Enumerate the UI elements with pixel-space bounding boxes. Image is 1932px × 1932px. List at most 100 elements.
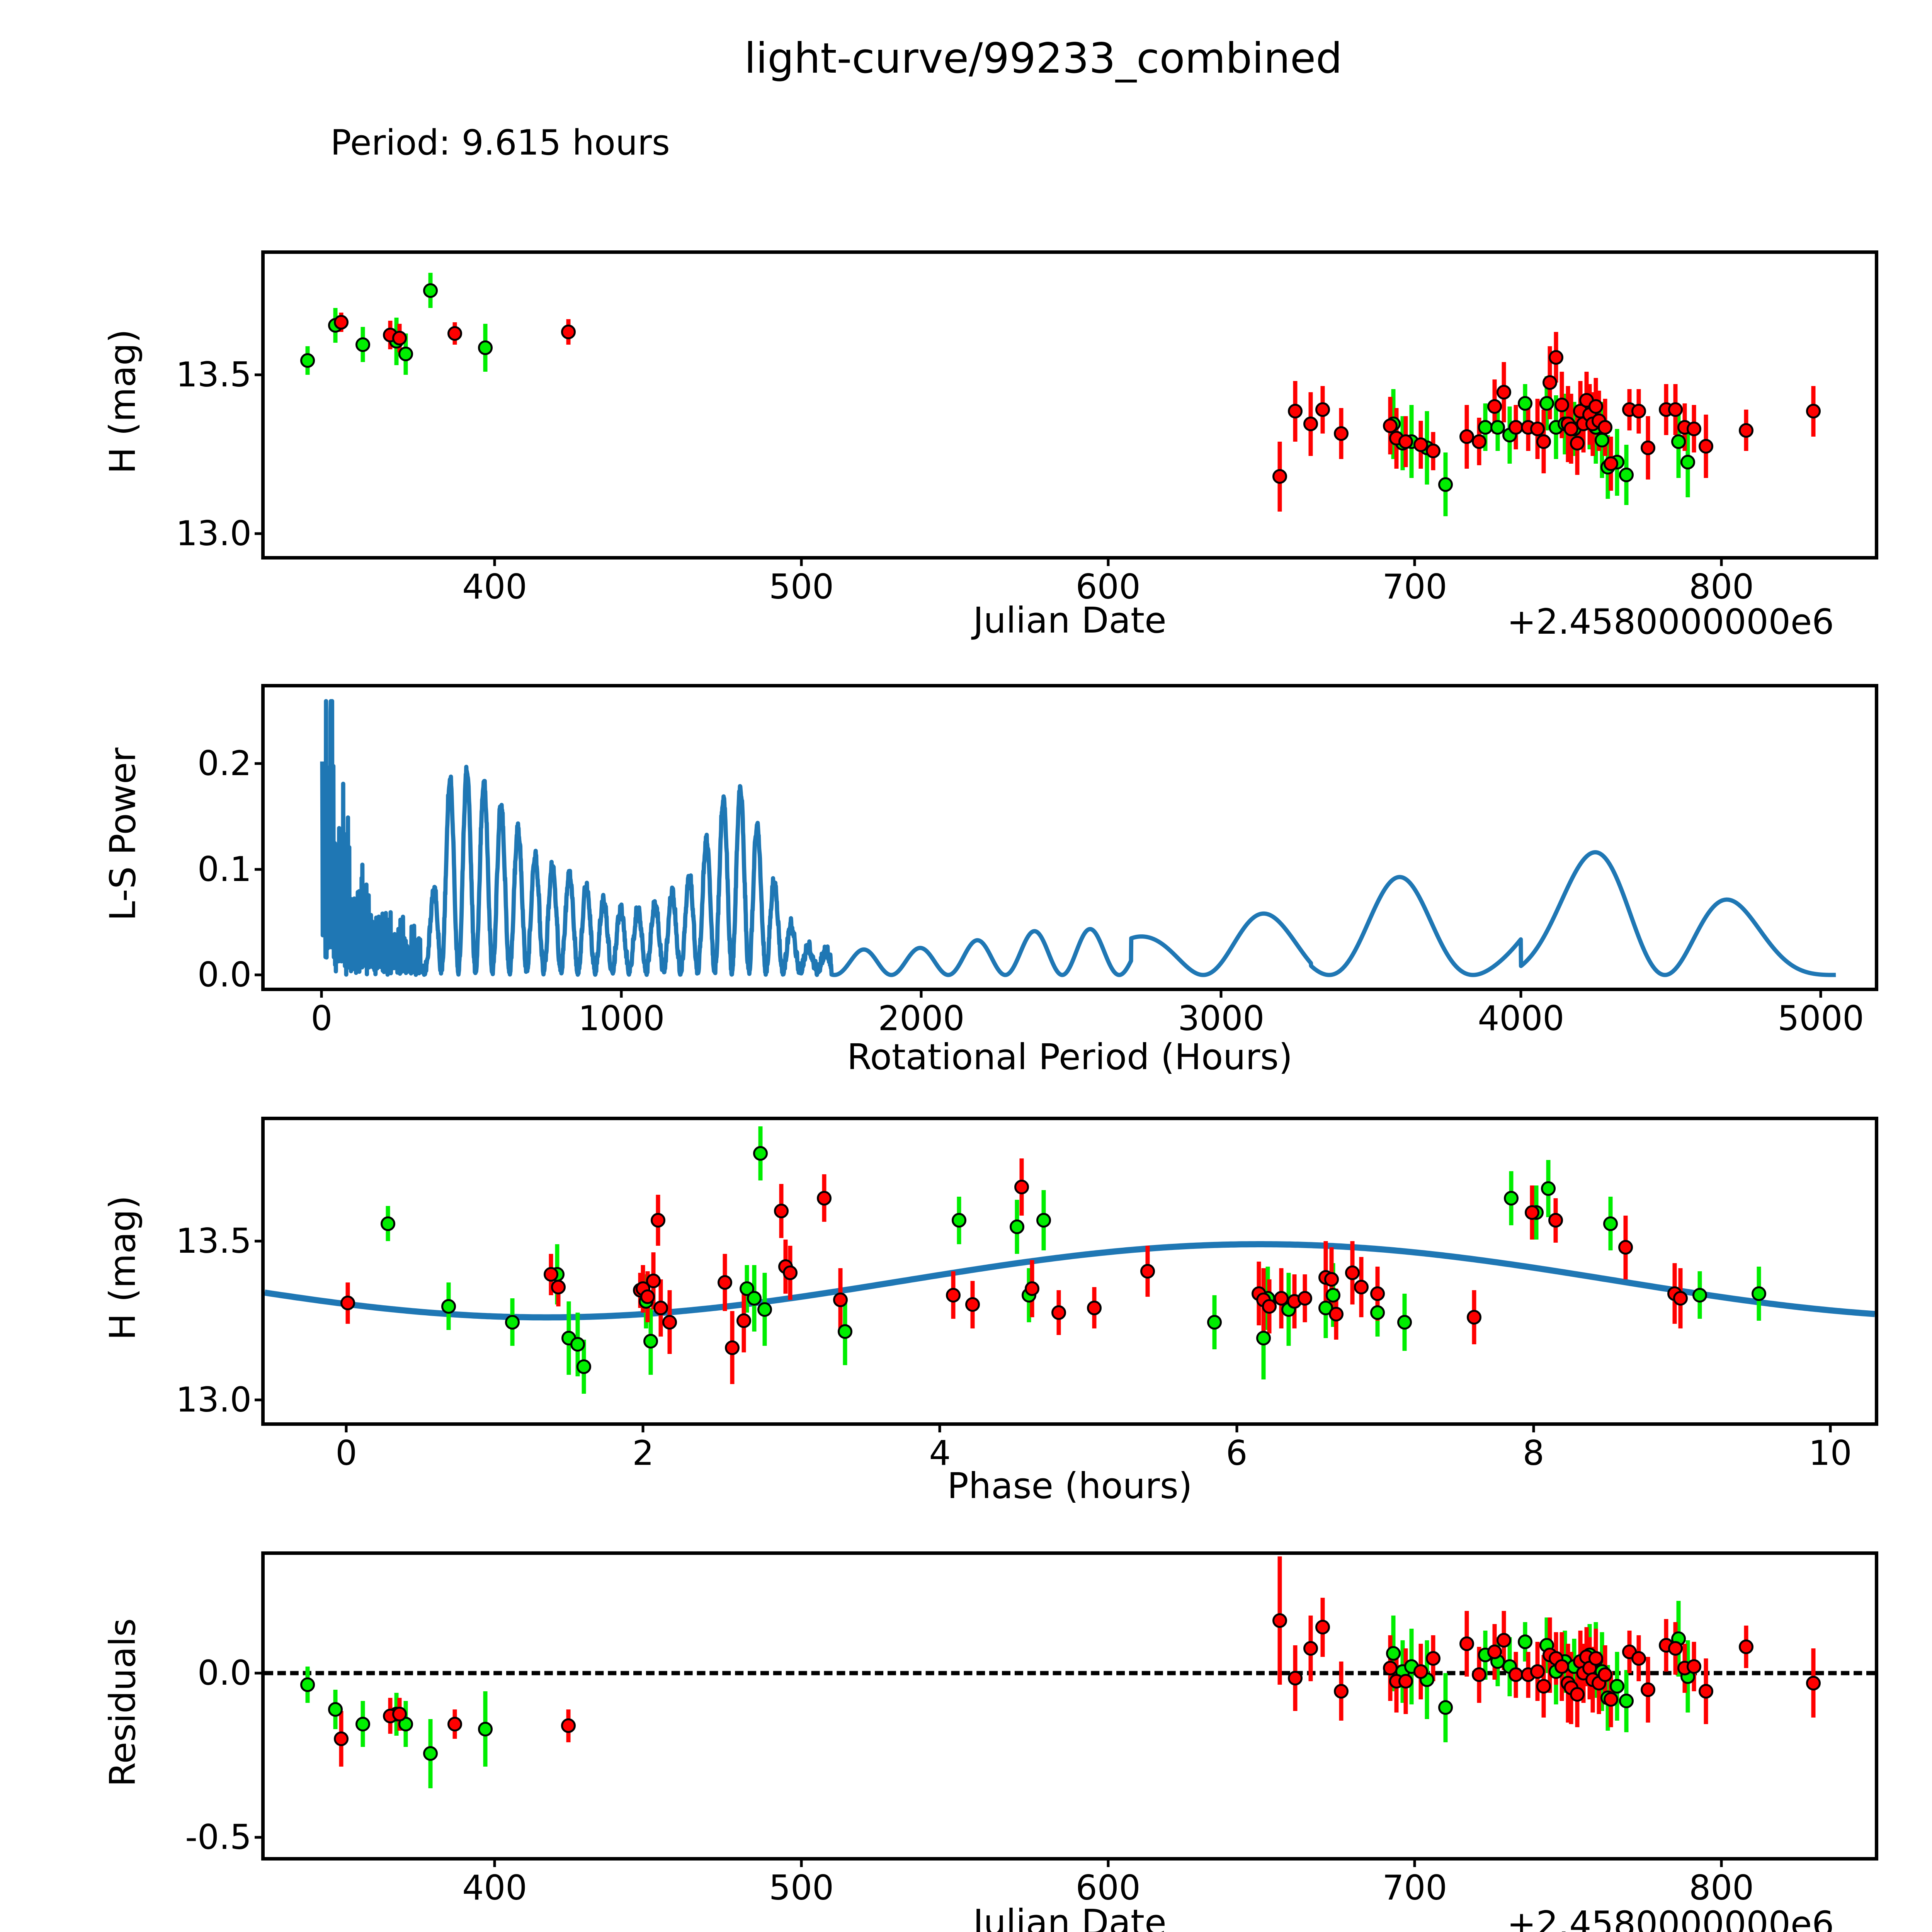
axis-xtick-label: 400 — [462, 567, 527, 607]
data-point-marker — [1345, 1265, 1360, 1281]
data-point-marker — [1554, 398, 1570, 412]
data-point-marker — [334, 1731, 349, 1746]
data-point-marker — [1699, 1684, 1714, 1699]
data-point-marker — [1315, 1620, 1330, 1634]
axis-xtick-mark — [1829, 1422, 1832, 1432]
data-point-marker — [328, 1702, 343, 1717]
data-point-marker — [1671, 1631, 1686, 1646]
data-point-marker — [1640, 440, 1655, 456]
axis-xtick-label: 500 — [769, 567, 834, 607]
data-point-marker — [1354, 1280, 1369, 1295]
data-point-marker — [1738, 423, 1753, 438]
data-point-marker — [1738, 1639, 1753, 1654]
data-point-marker — [1397, 1315, 1412, 1330]
data-point-marker — [1680, 455, 1695, 470]
axis-xtick-mark — [320, 988, 323, 998]
data-point-marker — [1548, 1213, 1563, 1228]
axis-xtick-mark — [800, 556, 803, 566]
data-point-marker — [1272, 469, 1287, 484]
data-point-marker — [1303, 1641, 1318, 1656]
data-point-marker — [1686, 1659, 1701, 1674]
axis-xtick-mark — [1519, 988, 1522, 998]
data-point-marker — [1333, 426, 1349, 441]
panel-periodogram-ylabel: L-S Power — [102, 747, 143, 921]
axis-xtick-label: 2 — [632, 1433, 654, 1473]
figure-suptitle: light-curve/99233_combined — [744, 34, 1342, 83]
data-point-marker — [1541, 1181, 1556, 1196]
data-point-marker — [1467, 1310, 1482, 1325]
data-point-marker — [355, 337, 370, 352]
panel-light-curve-x-offset-text: +2.4580000000e6 — [1507, 602, 1834, 642]
axis-xtick-label: 6 — [1226, 1433, 1248, 1473]
data-point-marker — [1398, 1674, 1413, 1689]
data-point-marker — [1594, 432, 1609, 447]
panel-residuals-ylabel: Residuals — [102, 1618, 143, 1787]
data-point-marker — [576, 1359, 591, 1374]
data-point-marker — [1459, 429, 1475, 444]
data-point-marker — [646, 1273, 661, 1288]
axis-ytick-label: 0.2 — [197, 743, 252, 783]
data-point-marker — [1686, 421, 1701, 436]
panel-residuals: 0.0 -0.5 400 500 600 700 800 — [185, 1551, 1878, 1905]
data-point-marker — [355, 1716, 370, 1731]
data-point-marker — [300, 1677, 315, 1692]
axis-ytick-mark — [255, 532, 265, 535]
data-point-marker — [1518, 1634, 1533, 1650]
data-point-marker — [1262, 1299, 1277, 1314]
data-point-marker — [1699, 439, 1714, 454]
axis-ytick-label: 0.0 — [197, 1653, 252, 1693]
data-point-marker — [1490, 420, 1505, 435]
data-point-marker — [1326, 1287, 1341, 1303]
data-point-marker — [1383, 418, 1398, 433]
period-annotation: Period: 9.615 hours — [330, 122, 670, 163]
data-point-marker — [1536, 434, 1551, 449]
axis-xtick-mark — [920, 988, 923, 998]
data-point-marker — [1386, 1646, 1401, 1661]
axis-xtick-label: 600 — [1075, 1868, 1141, 1908]
data-point-marker — [946, 1287, 961, 1303]
axis-ytick-mark — [255, 1836, 265, 1839]
data-point-marker — [1692, 1287, 1707, 1303]
data-point-marker — [1256, 1330, 1271, 1345]
axis-xtick-label: 4000 — [1478, 998, 1565, 1038]
panel-phase-folded-ylabel: H (mag) — [102, 1195, 143, 1340]
periodogram-line — [320, 699, 1838, 977]
data-point-marker — [447, 326, 463, 341]
data-point-marker — [837, 1324, 852, 1339]
data-point-marker — [1668, 402, 1683, 417]
data-point-marker — [1472, 1667, 1487, 1682]
data-point-marker — [1303, 417, 1318, 432]
data-point-marker — [398, 347, 413, 362]
data-point-marker — [1496, 385, 1511, 400]
data-point-marker — [544, 1267, 559, 1282]
data-point-marker — [736, 1313, 752, 1328]
data-point-marker — [551, 1280, 566, 1295]
data-point-marker — [640, 1289, 655, 1304]
data-point-marker — [1668, 1641, 1683, 1656]
data-point-marker — [1496, 1633, 1511, 1648]
data-point-marker — [1459, 1636, 1475, 1651]
axis-xtick-label: 500 — [769, 1868, 834, 1908]
data-point-marker — [1207, 1315, 1222, 1330]
data-point-marker — [1504, 1190, 1519, 1206]
axis-ytick-label: 0.1 — [197, 849, 252, 889]
axis-xtick-label: 800 — [1689, 567, 1754, 607]
data-point-marker — [724, 1340, 740, 1355]
axis-xtick-mark — [1413, 1857, 1416, 1867]
data-point-marker — [1413, 437, 1429, 452]
data-point-marker — [774, 1203, 789, 1218]
axis-ytick-mark — [255, 1672, 265, 1675]
panel-periodogram-plot-area — [265, 687, 1875, 988]
data-point-marker — [1051, 1305, 1066, 1320]
data-point-marker — [1806, 1675, 1821, 1690]
data-point-marker — [340, 1296, 355, 1311]
data-point-marker — [1539, 396, 1554, 411]
data-point-marker — [1509, 1667, 1524, 1682]
data-point-marker — [650, 1213, 665, 1228]
data-point-marker — [478, 1721, 493, 1736]
panel-phase-folded: 13.0 13.5 0 2 4 6 8 10 — [176, 1117, 1878, 1470]
data-point-marker — [1333, 1684, 1349, 1699]
axis-xtick-label: 10 — [1808, 1433, 1852, 1473]
data-point-marker — [1640, 1682, 1655, 1697]
